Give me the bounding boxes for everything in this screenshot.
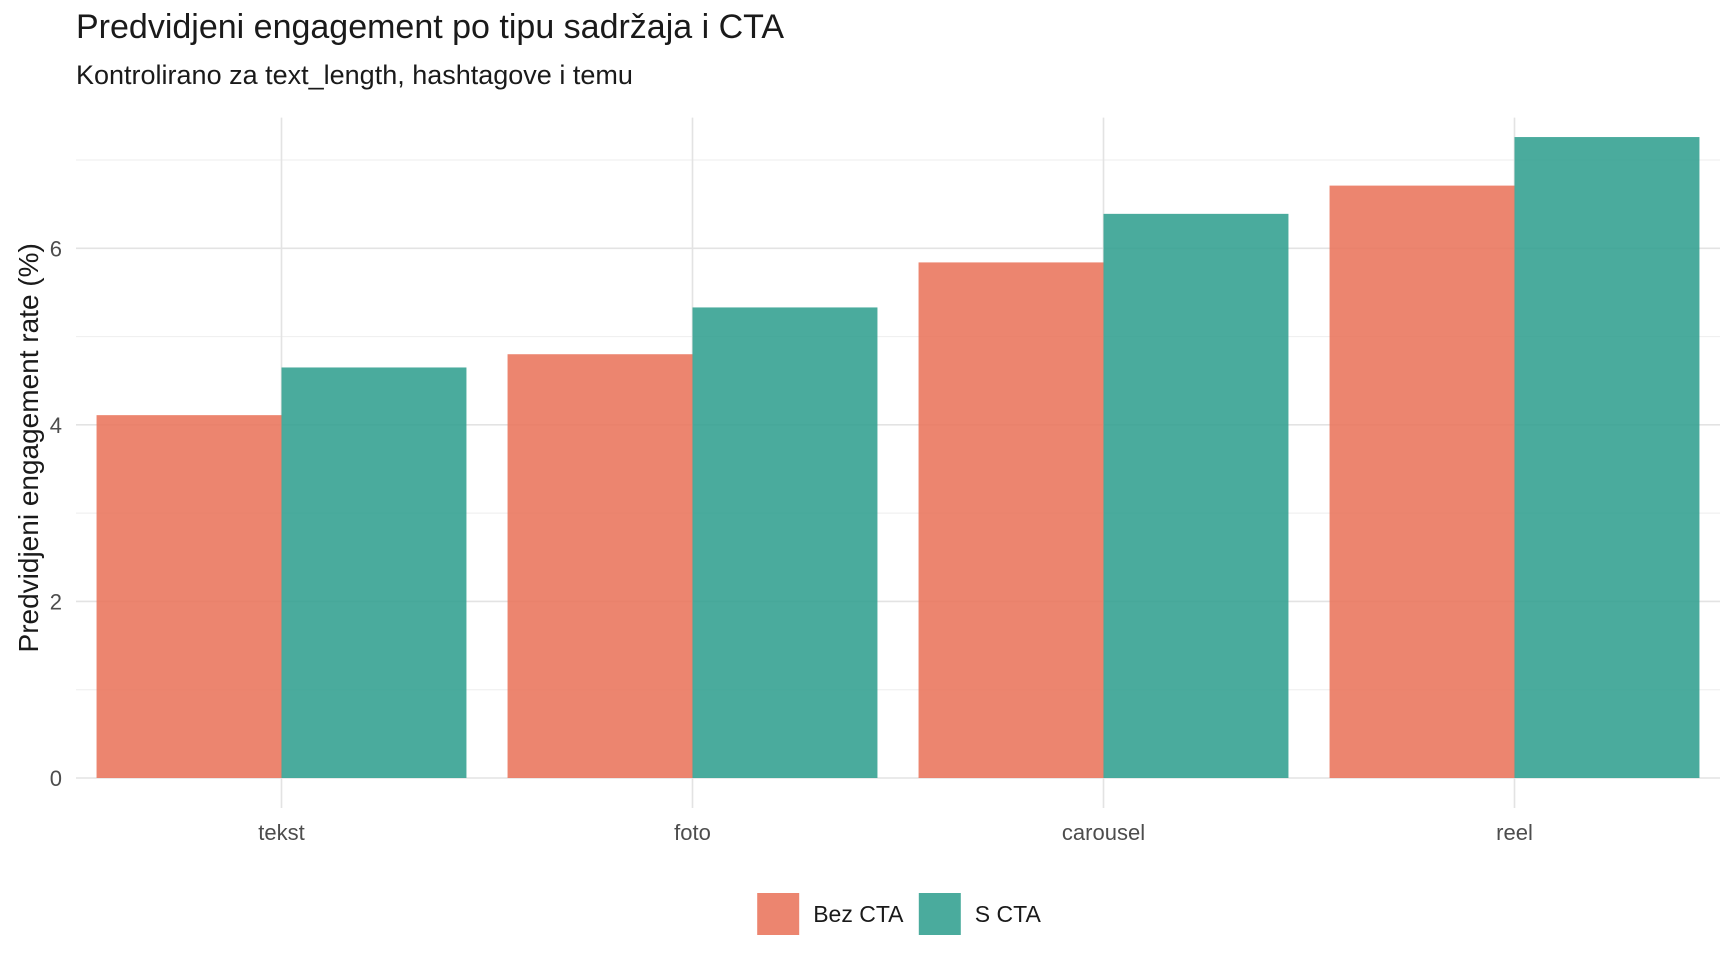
bar-reel-bez-cta: [1329, 185, 1515, 779]
bar-tekst-bez-cta: [96, 415, 282, 778]
y-axis-title: Predvidjeni engagement rate (%): [13, 243, 44, 652]
legend: Bez CTA S CTA: [757, 893, 1041, 935]
legend-label: Bez CTA: [813, 901, 904, 927]
legend-key-s-cta: [918, 893, 961, 935]
chart-title: Predvidjeni engagement po tipu sadržaja …: [76, 8, 785, 46]
legend-key-bez-cta: [757, 893, 800, 935]
bars: [96, 137, 1700, 779]
bar-carousel-bez-cta: [918, 262, 1104, 778]
bar-foto-s-cta: [692, 307, 878, 778]
bar-carousel-s-cta: [1103, 213, 1289, 779]
legend-label: S CTA: [975, 901, 1042, 927]
y-tick-label: 4: [50, 413, 62, 438]
bar-tekst-s-cta: [281, 367, 467, 778]
x-tick-label: reel: [1496, 820, 1533, 845]
y-tick-label: 0: [50, 766, 62, 791]
bar-foto-bez-cta: [507, 354, 693, 778]
y-tick-label: 2: [50, 589, 62, 614]
axes: 0 2 4 6 tekst foto carousel reel Predvidjeni eng…: [13, 236, 1533, 845]
bar-reel-s-cta: [1514, 137, 1700, 778]
x-tick-label: tekst: [258, 820, 304, 845]
chart-subtitle: Kontrolirano za text_length, hashtagove …: [76, 60, 633, 90]
x-tick-label: carousel: [1062, 820, 1145, 845]
x-tick-label: foto: [674, 820, 711, 845]
y-tick-label: 6: [50, 236, 62, 261]
